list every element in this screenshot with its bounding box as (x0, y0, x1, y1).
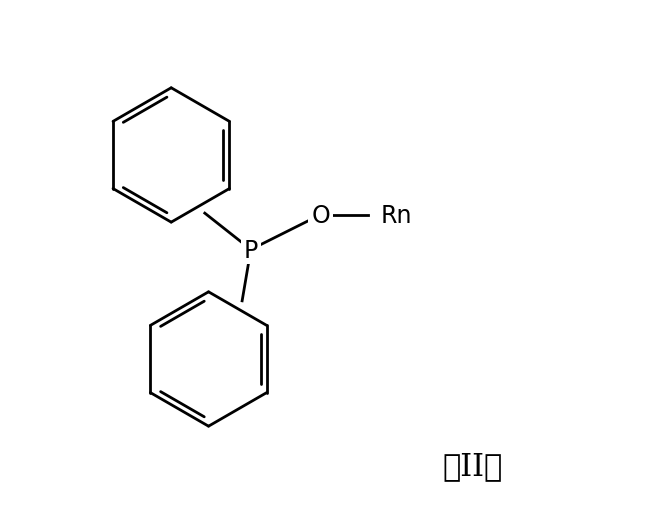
Text: P: P (244, 238, 258, 262)
Text: O: O (311, 204, 330, 227)
Text: （II）: （II） (442, 450, 503, 482)
Text: Rn: Rn (380, 204, 412, 227)
